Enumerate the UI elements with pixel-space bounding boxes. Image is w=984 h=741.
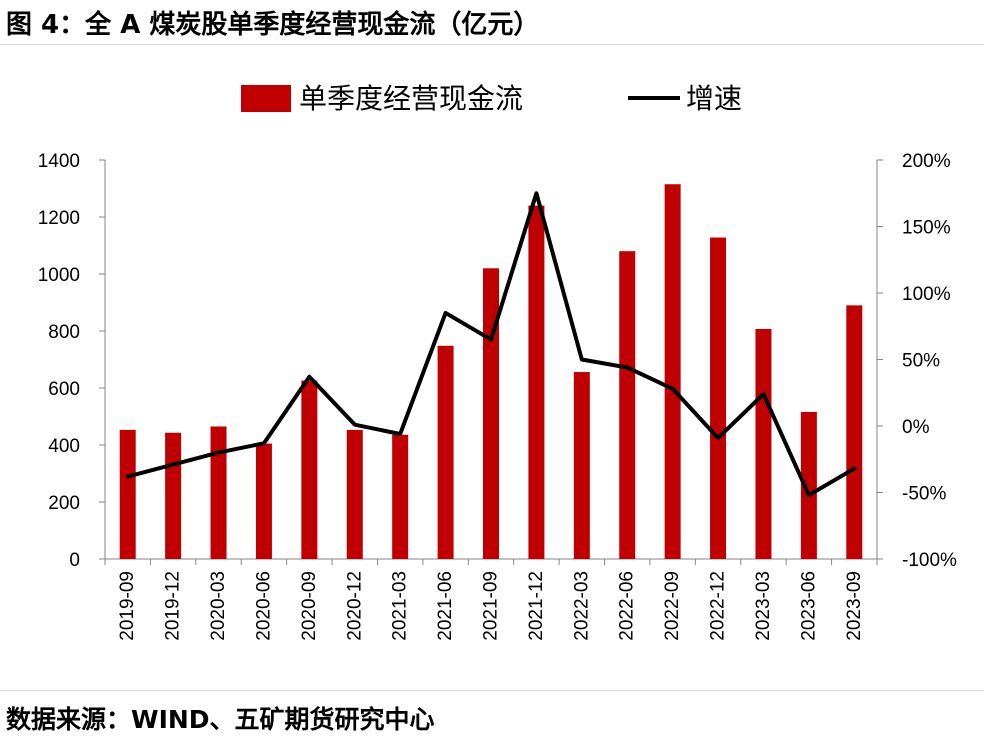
bar: [846, 305, 863, 559]
x-tick-label: 2022-06: [617, 571, 638, 641]
bar: [573, 372, 590, 559]
chart: 单季度经营现金流 增速 0 200 400 600 800 1000 1200 1400 -100…: [38, 82, 957, 641]
x-tick-label: 2020-06: [253, 571, 274, 641]
figure-title: 图 4：全 A 煤炭股单季度经营现金流（亿元）: [6, 10, 540, 40]
bar: [301, 380, 318, 559]
line-series: [125, 191, 857, 498]
bar: [528, 205, 545, 559]
right-tick-label: 150%: [902, 218, 951, 239]
bar: [619, 251, 636, 559]
source-rule: [0, 690, 984, 691]
bar: [392, 434, 409, 559]
bar: [119, 429, 136, 559]
legend-bar-swatch: [241, 85, 291, 112]
bar: [664, 184, 681, 559]
right-tick-label: 50%: [902, 351, 940, 372]
x-tick-label: 2020-12: [344, 571, 365, 641]
right-tick-label: -100%: [902, 550, 957, 571]
legend-line-label: 增速: [686, 82, 742, 115]
x-tick-label: 2023-03: [753, 571, 774, 641]
bar: [483, 268, 499, 559]
bar: [210, 426, 227, 559]
x-tick-label: 2021-12: [526, 571, 547, 641]
left-tick-label: 800: [48, 322, 80, 343]
x-tick-label: 2020-09: [299, 571, 320, 641]
bar: [755, 329, 772, 559]
left-tick-label: 1000: [38, 265, 80, 286]
legend-bar-label: 单季度经营现金流: [299, 82, 523, 115]
right-tick-label: -50%: [902, 484, 946, 505]
bar: [165, 432, 182, 559]
bar-series: [119, 184, 863, 559]
right-tick-label: 100%: [902, 284, 951, 305]
x-tick-label: 2020-03: [208, 571, 229, 641]
left-tick-label: 1200: [38, 208, 80, 229]
left-tick-label: 400: [48, 436, 80, 457]
right-tick-label: 200%: [902, 151, 951, 172]
x-tick-label: 2019-09: [117, 571, 138, 641]
legend: 单季度经营现金流 增速: [241, 82, 742, 115]
right-tick-label: 0%: [902, 417, 930, 438]
bar: [800, 411, 817, 559]
x-tick-label: 2022-09: [662, 571, 683, 641]
bar: [437, 345, 454, 559]
figure-source: 数据来源：WIND、五矿期货研究中心: [6, 705, 435, 734]
title-rule: [0, 44, 984, 45]
x-tick-label: 2021-06: [435, 571, 456, 641]
left-tick-label: 600: [48, 379, 80, 400]
bar: [255, 443, 272, 559]
x-tick-label: 2023-09: [844, 571, 865, 641]
left-tick-label: 0: [69, 550, 80, 571]
x-tick-label: 2022-03: [571, 571, 592, 641]
x-tick-label: 2022-12: [708, 571, 729, 641]
x-tick-label: 2019-12: [163, 571, 184, 641]
left-tick-label: 1400: [38, 151, 80, 172]
x-tick-label: 2021-09: [481, 571, 502, 641]
axes: 0 200 400 600 800 1000 1200 1400 -100% -50% 0% 50% 1…: [38, 151, 957, 641]
x-tick-label: 2021-03: [390, 571, 411, 641]
x-tick-label: 2023-06: [798, 571, 819, 641]
bar: [710, 237, 727, 559]
bar: [346, 429, 363, 559]
left-tick-label: 200: [48, 493, 80, 514]
